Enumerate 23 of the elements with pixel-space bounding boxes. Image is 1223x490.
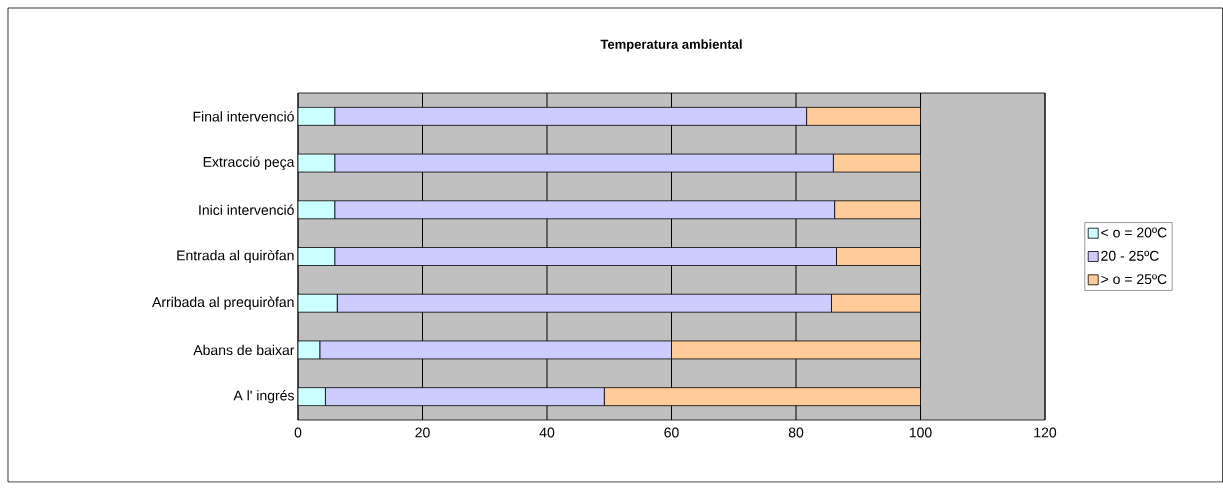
- x-tick-label: 120: [1034, 427, 1057, 438]
- legend-label: 20 - 25ºC: [1101, 250, 1159, 261]
- bar: [298, 387, 326, 407]
- x-tick-label: 0: [294, 427, 302, 438]
- chart-title: Temperatura ambiental: [600, 39, 742, 52]
- bar: [298, 200, 336, 220]
- y-tick-label: Extracció peça: [203, 156, 295, 170]
- y-tick-label: Final intervenció: [193, 111, 294, 122]
- x-tick-label: 80: [788, 427, 804, 438]
- bar: [298, 106, 336, 126]
- bar: [298, 247, 336, 266]
- y-tick-label: Arribada al prequiròfan: [152, 296, 294, 310]
- y-tick-label: Entrada al quiròfan: [177, 249, 294, 264]
- x-tick-label: 100: [909, 427, 932, 438]
- legend-label: > o = 25ºC: [1101, 274, 1167, 285]
- y-tick-label: Inici intervenció: [199, 204, 294, 216]
- x-tick-label: 40: [539, 427, 555, 438]
- y-tick-label: A l' ingrés: [233, 390, 294, 404]
- y-tick-label: Abans de baixar: [193, 344, 295, 356]
- x-tick-label: 20: [415, 427, 430, 438]
- legend-label: < o = 20ºC: [1101, 227, 1167, 238]
- bar: [298, 293, 338, 313]
- x-tick-label: 60: [664, 427, 679, 438]
